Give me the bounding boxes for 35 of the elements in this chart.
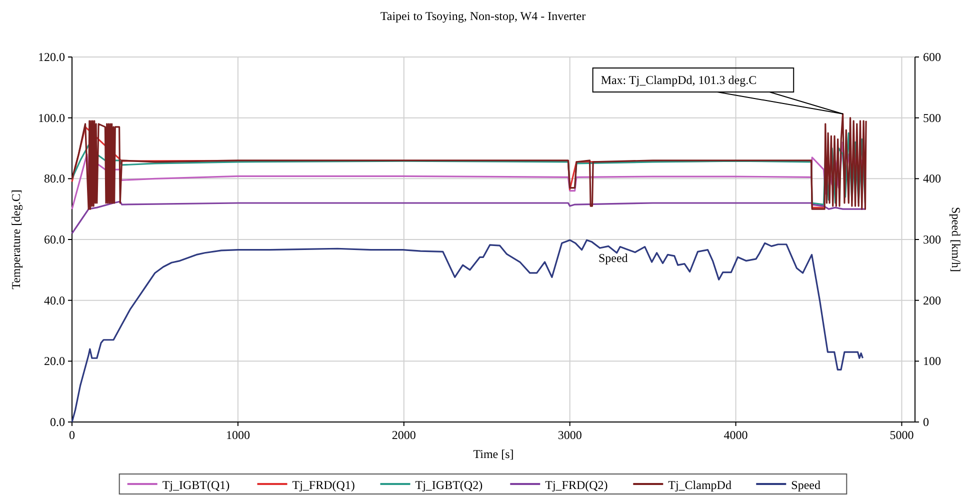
legend-label: Tj_ClampDd [668, 478, 732, 492]
x-tick-label: 1000 [226, 428, 250, 442]
legend-label: Tj_FRD(Q1) [292, 478, 355, 492]
y2-tick-label: 600 [923, 50, 941, 64]
x-tick-label: 2000 [392, 428, 416, 442]
line-series [71, 113, 867, 210]
y2-tick-label: 100 [923, 354, 941, 368]
x-tick-label: 0 [69, 428, 75, 442]
y-tick-label: 100.0 [38, 110, 65, 125]
legend-label: Tj_FRD(Q2) [545, 478, 608, 492]
y2-tick-label: 500 [923, 110, 941, 125]
y2-axis-title: Speed [km/h] [949, 207, 963, 272]
annotation: Speed [598, 251, 628, 266]
line-series [71, 200, 866, 234]
legend-label: Speed [791, 478, 820, 492]
y-axis-title: Temperature [deg.C] [9, 190, 23, 290]
y-tick-label: 20.0 [44, 354, 65, 368]
x-tick-label: 5000 [890, 428, 914, 442]
y2-tick-label: 0 [923, 415, 929, 429]
x-tick-label: 3000 [558, 428, 582, 442]
legend-label: Tj_IGBT(Q1) [162, 478, 230, 492]
x-tick-label: 4000 [724, 428, 748, 442]
x-axis-title: Time [s] [473, 447, 514, 461]
legend-label: Tj_IGBT(Q2) [415, 478, 483, 492]
y-tick-label: 40.0 [44, 293, 65, 308]
chart-title: Taipei to Tsoying, Non-stop, W4 - Inverter [380, 9, 586, 23]
y-tick-label: 60.0 [44, 232, 65, 246]
y2-tick-label: 200 [923, 293, 941, 308]
line-series [71, 239, 864, 423]
y2-tick-label: 300 [923, 232, 941, 246]
annotation: Max: Tj_ClampDd, 101.3 deg.C [600, 73, 757, 87]
y-tick-label: 80.0 [44, 172, 65, 186]
y2-tick-label: 400 [923, 172, 941, 186]
y-tick-label: 0.0 [50, 415, 65, 429]
y-tick-label: 120.0 [38, 50, 65, 64]
